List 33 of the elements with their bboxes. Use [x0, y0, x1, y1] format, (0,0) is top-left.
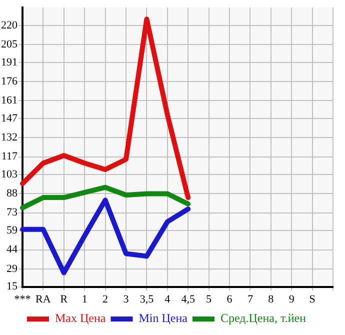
x-tick-label: R — [60, 293, 68, 306]
x-tick-label: 7 — [247, 293, 254, 306]
legend-label: Max Цена — [54, 311, 106, 326]
x-tick-label: *** — [14, 293, 31, 306]
y-tick-label: 132 — [1, 132, 18, 144]
x-tick-label: S — [309, 293, 316, 306]
y-tick-label: 44 — [6, 244, 18, 256]
x-tick-label: 8 — [268, 293, 274, 306]
x-tick-label: 3 — [123, 293, 130, 306]
y-tick-label: 191 — [1, 56, 18, 68]
y-tick-label: 29 — [6, 262, 18, 275]
x-tick-label: 4 — [164, 293, 171, 306]
y-tick-label: 147 — [1, 112, 18, 124]
y-tick-label: 88 — [6, 188, 18, 200]
legend-label: Min Цена — [138, 311, 188, 326]
x-tick-label: 6 — [226, 293, 233, 306]
x-tick-label: 4,5 — [181, 293, 196, 306]
y-tick-label: 161 — [1, 94, 18, 107]
y-tick-label: 205 — [1, 38, 18, 50]
y-tick-label: 176 — [1, 75, 18, 88]
y-tick-label: 59 — [6, 224, 18, 237]
y-tick-label: 103 — [1, 168, 18, 180]
x-tick-label: 1 — [82, 293, 88, 306]
x-tick-label: 5 — [206, 293, 212, 306]
x-tick-label: 9 — [288, 293, 295, 306]
y-tick-label: 73 — [6, 206, 18, 219]
y-tick-label: 117 — [1, 150, 18, 163]
x-tick-label: 2 — [102, 293, 108, 306]
legend-label: Сред.Цена, т.йен — [220, 311, 307, 326]
x-tick-label: RA — [36, 293, 51, 306]
y-tick-label: 220 — [1, 19, 18, 32]
x-tick-label: 3,5 — [140, 293, 154, 306]
y-tick-label: 15 — [6, 280, 18, 293]
